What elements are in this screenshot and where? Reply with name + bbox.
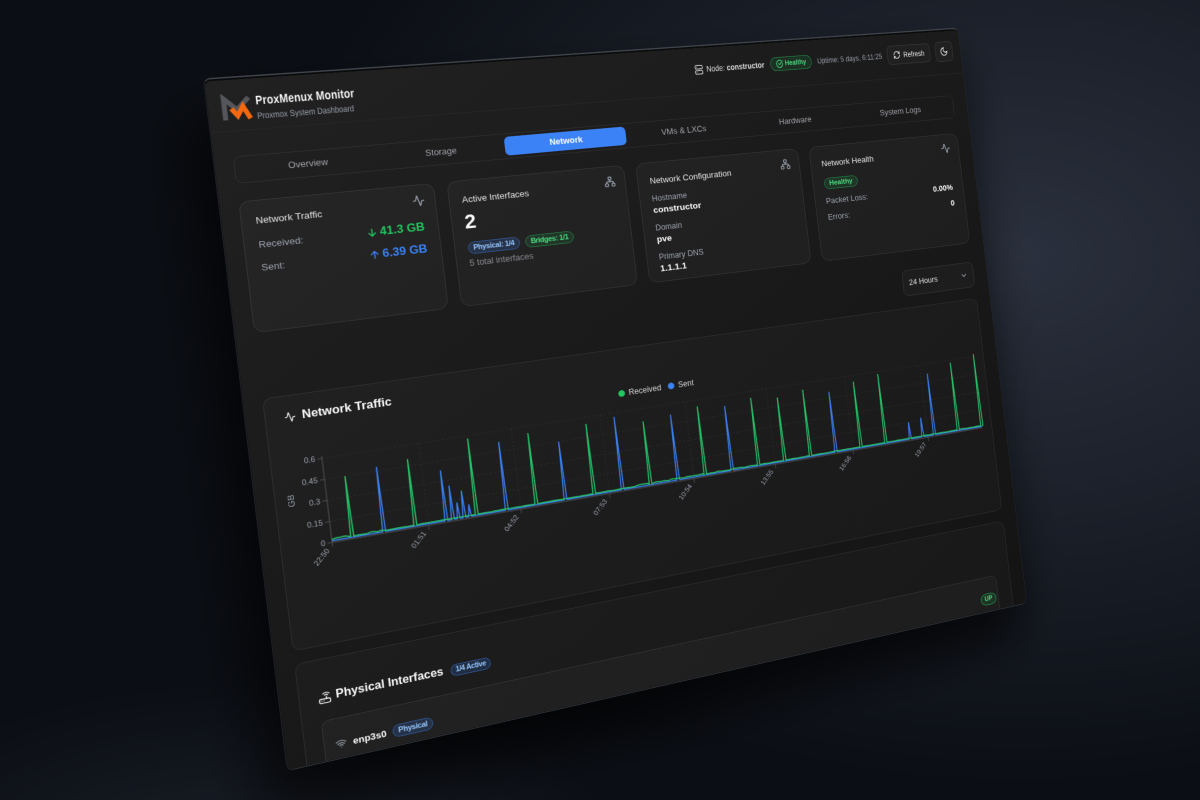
svg-text:13:55: 13:55	[759, 468, 775, 486]
svg-text:0.45: 0.45	[302, 477, 319, 488]
svg-text:0.3: 0.3	[309, 498, 322, 508]
svg-text:0.15: 0.15	[307, 519, 324, 530]
svg-text:10:54: 10:54	[677, 482, 694, 501]
svg-text:01:51: 01:51	[410, 530, 429, 550]
svg-text:0.6: 0.6	[304, 456, 317, 466]
svg-text:22:50: 22:50	[312, 547, 332, 568]
svg-text:GB: GB	[286, 494, 297, 508]
svg-text:0: 0	[320, 540, 326, 549]
svg-text:16:56: 16:56	[838, 454, 853, 472]
svg-text:19:57: 19:57	[913, 441, 928, 459]
svg-text:07:53: 07:53	[592, 498, 609, 517]
svg-text:04:52: 04:52	[503, 513, 521, 533]
